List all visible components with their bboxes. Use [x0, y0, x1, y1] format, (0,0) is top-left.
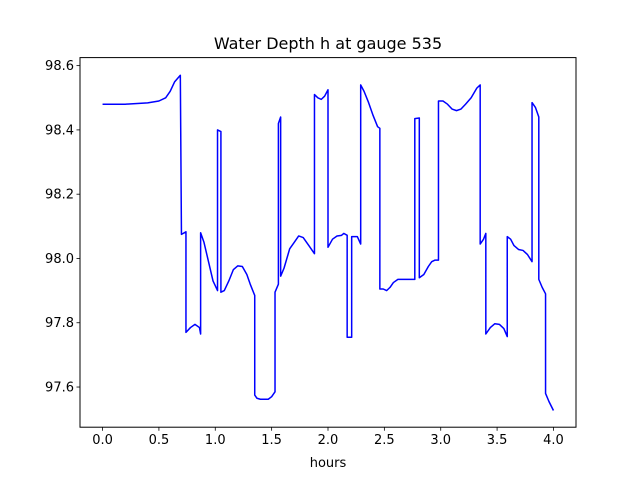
x-tick-label: 3.0	[430, 433, 451, 448]
x-tick-label: 2.0	[318, 433, 339, 448]
x-axis-label: hours	[310, 456, 347, 471]
x-tick-label: 0.0	[92, 433, 113, 448]
x-tick-label: 1.0	[205, 433, 226, 448]
y-tick-label: 98.0	[45, 252, 74, 267]
y-axis: 97.6 97.8 98.0 98.2 98.4 98.6	[45, 59, 80, 396]
y-tick-label: 98.4	[45, 123, 74, 138]
chart-title: Water Depth h at gauge 535	[214, 34, 442, 53]
y-tick-label: 98.6	[45, 59, 74, 74]
y-tick-label: 97.6	[45, 381, 74, 396]
x-tick-label: 4.0	[543, 433, 564, 448]
y-tick-label: 97.8	[45, 316, 74, 331]
plot-frame	[79, 57, 577, 428]
x-axis: 0.0 0.5 1.0 1.5 2.0 2.5 3.0 3.5 4.0	[92, 427, 564, 448]
y-tick-label: 98.2	[45, 188, 74, 203]
series-layer	[102, 74, 555, 411]
x-tick-label: 3.5	[487, 433, 508, 448]
series-line-0	[102, 74, 555, 411]
x-tick-label: 1.5	[261, 433, 282, 448]
x-tick-label: 2.5	[374, 433, 395, 448]
x-tick-label: 0.5	[149, 433, 170, 448]
